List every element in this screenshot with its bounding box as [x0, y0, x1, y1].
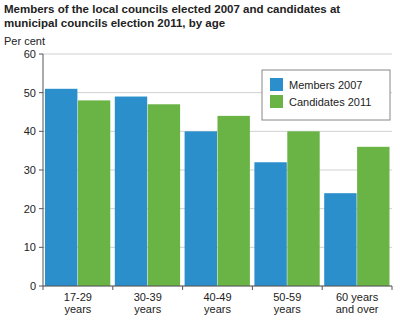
legend-box — [262, 70, 390, 120]
x-tick — [392, 286, 393, 290]
x-tick-label: 40-49years — [203, 291, 231, 315]
y-tick-label: 50 — [24, 87, 36, 99]
x-tick-label-line: 50-59 — [273, 291, 301, 303]
y-tick-label: 60 — [24, 48, 36, 60]
x-tick — [43, 286, 44, 290]
y-tick — [39, 170, 43, 171]
y-tick-label: 10 — [24, 241, 36, 253]
x-tick-label: 50-59years — [273, 291, 301, 315]
bar — [45, 89, 77, 286]
x-tick — [112, 286, 113, 290]
bar — [357, 147, 389, 286]
y-tick — [39, 92, 43, 93]
bar — [115, 97, 147, 286]
y-tick — [39, 54, 43, 55]
y-tick-label: 0 — [30, 280, 36, 292]
x-tick-label-line: and over — [336, 303, 379, 315]
bar — [78, 100, 110, 286]
x-tick-label: 60 yearsand over — [336, 291, 379, 315]
x-tick-label-line: 30-39 — [134, 291, 162, 303]
x-tick-label-line: years — [204, 303, 231, 315]
x-tick — [322, 286, 323, 290]
y-tick — [39, 247, 43, 248]
x-tick-label-line: years — [274, 303, 301, 315]
title: Members of the local councils elected 20… — [4, 3, 340, 29]
x-tick-label: 30-39years — [134, 291, 162, 315]
y-tick-label: 20 — [24, 203, 36, 215]
y-tick — [39, 208, 43, 209]
bar — [254, 162, 286, 286]
bar — [148, 104, 180, 286]
x-tick-label: 17-29years — [64, 291, 92, 315]
x-axis — [43, 286, 392, 287]
grid-line — [43, 286, 392, 287]
bar — [185, 131, 217, 286]
bar — [287, 131, 319, 286]
x-tick — [182, 286, 183, 290]
grid-line — [43, 54, 392, 55]
chart: Members of the local councils elected 20… — [0, 0, 400, 320]
y-tick — [39, 286, 43, 287]
x-tick-label-line: 40-49 — [203, 291, 231, 303]
x-tick-label-line: 17-29 — [64, 291, 92, 303]
y-axis-label: Per cent — [4, 35, 45, 47]
title-line: Members of the local councils elected 20… — [4, 3, 340, 15]
legend-label: Candidates 2011 — [289, 96, 371, 108]
bar — [218, 116, 250, 286]
y-tick-label: 30 — [24, 164, 36, 176]
y-tick-label: 40 — [24, 125, 36, 137]
legend-swatch — [270, 78, 283, 91]
x-tick-label-line: years — [134, 303, 161, 315]
legend-label: Members 2007 — [289, 79, 362, 91]
x-tick — [252, 286, 253, 290]
title-line: municipal councils election 2011, by age — [4, 17, 225, 29]
legend-swatch — [270, 95, 283, 108]
y-axis — [43, 54, 44, 286]
bar — [324, 193, 356, 286]
x-tick-label-line: years — [64, 303, 91, 315]
y-tick — [39, 131, 43, 132]
x-tick-label-line: 60 years — [336, 291, 379, 303]
